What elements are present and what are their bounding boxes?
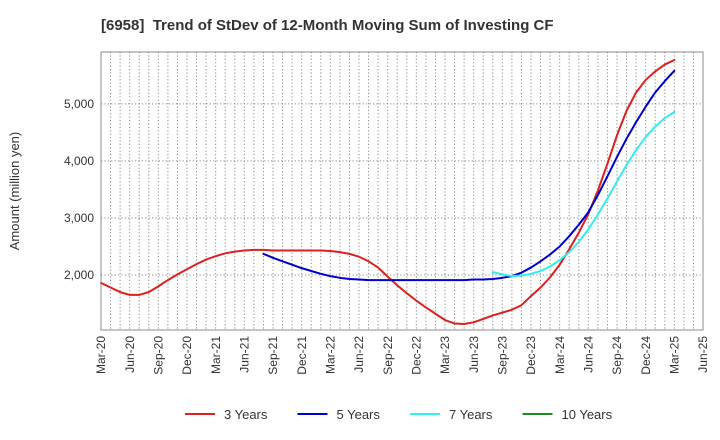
- x-tick-label: Mar-23: [438, 336, 452, 374]
- x-tick-label: Sep-21: [266, 336, 280, 375]
- y-tick-label: 3,000: [64, 211, 94, 225]
- x-tick-label: Mar-22: [324, 336, 338, 374]
- legend-item: 5 Years: [297, 407, 381, 422]
- x-tick-label: Jun-21: [238, 336, 252, 373]
- x-tick-label: Sep-24: [610, 336, 624, 375]
- y-axis-ticks: 2,000 3,000 4,000 5,000: [64, 97, 94, 282]
- x-tick-label: Dec-24: [639, 336, 653, 375]
- x-tick-label: Sep-23: [496, 336, 510, 375]
- x-tick-label: Jun-24: [582, 336, 596, 373]
- x-tick-label: Mar-24: [553, 336, 567, 374]
- series-line-7-years: [491, 110, 676, 278]
- y-tick-label: 5,000: [64, 97, 94, 111]
- legend-label: 5 Years: [337, 407, 381, 422]
- x-tick-label: Mar-25: [668, 336, 682, 374]
- y-tick-label: 4,000: [64, 154, 94, 168]
- legend-item: 10 Years: [522, 407, 613, 422]
- x-tick-label: Dec-22: [410, 336, 424, 375]
- legend-label: 3 Years: [224, 407, 268, 422]
- y-tick-label: 2,000: [64, 268, 94, 282]
- x-axis-ticks: Mar-20 Jun-20 Sep-20 Dec-20 Mar-21 Jun-21 Sep-…: [94, 336, 710, 375]
- x-tick-label: Dec-21: [295, 336, 309, 375]
- x-tick-label: Jun-23: [467, 336, 481, 373]
- x-tick-label: Sep-22: [381, 336, 395, 375]
- legend-item: 7 Years: [410, 407, 493, 422]
- series-lines: [100, 58, 676, 326]
- x-tick-label: Dec-20: [180, 336, 194, 375]
- x-tick-label: Jun-20: [123, 336, 137, 373]
- series-line-5-years: [262, 69, 676, 282]
- series-line-3-years: [100, 58, 676, 326]
- chart-title: [6958] Trend of StDev of 12-Month Moving…: [101, 17, 554, 34]
- x-tick-label: Mar-21: [209, 336, 223, 374]
- x-tick-label: Dec-23: [524, 336, 538, 375]
- plot-area: [100, 51, 704, 331]
- legend-label: 7 Years: [449, 407, 493, 422]
- x-tick-label: Mar-20: [94, 336, 108, 374]
- legend-label: 10 Years: [562, 407, 613, 422]
- grid-lines: [101, 52, 703, 330]
- x-tick-label: Jun-22: [352, 336, 366, 373]
- x-tick-label: Sep-20: [152, 336, 166, 375]
- legend-item: 3 Years: [185, 407, 268, 422]
- y-axis-label: Amount (million yen): [7, 132, 22, 251]
- plot-border: [100, 51, 704, 331]
- legend: 3 Years 5 Years 7 Years 10 Years: [185, 407, 613, 422]
- x-tick-label: Jun-25: [696, 336, 710, 373]
